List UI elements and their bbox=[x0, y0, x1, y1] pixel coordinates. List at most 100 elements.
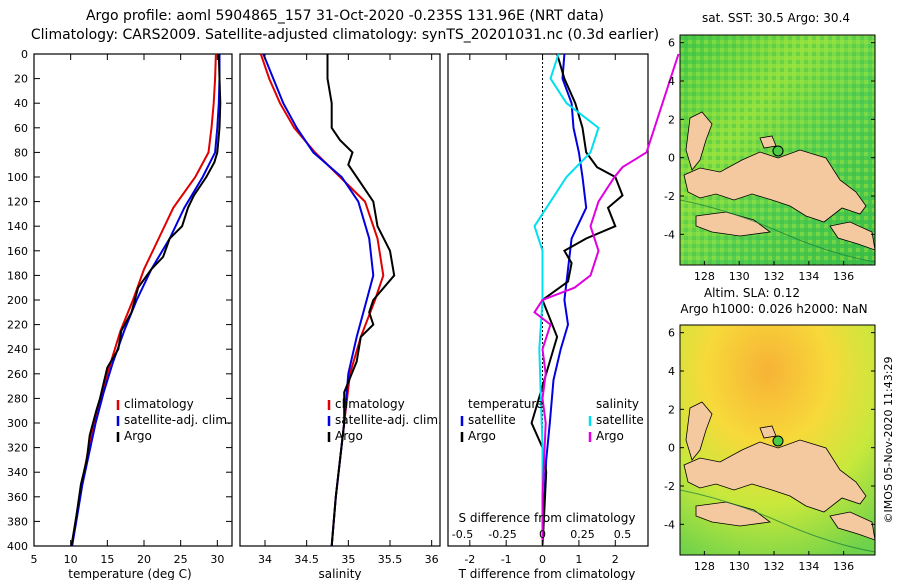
sst-map: sat. SST: 30.5 Argo: 30.4 bbox=[664, 11, 876, 283]
sla-map: Altim. SLA: 0.12 Argo h1000: 0.026 h2000… bbox=[664, 286, 876, 573]
lat-tick-label: 2 bbox=[668, 113, 675, 126]
sla-map-title-line1: Altim. SLA: 0.12 bbox=[704, 286, 800, 300]
x-tick-label: 15 bbox=[100, 553, 114, 566]
depth-tick-label: 340 bbox=[7, 466, 28, 479]
depth-tick-label: 100 bbox=[7, 171, 28, 184]
lat-tick-label: 6 bbox=[668, 327, 675, 340]
lon-tick-label: 134 bbox=[798, 560, 819, 573]
depth-tick-label: 160 bbox=[7, 245, 28, 258]
depth-tick-label: 20 bbox=[14, 73, 28, 86]
depth-tick-label: 200 bbox=[7, 294, 28, 307]
x-tick-label: 1 bbox=[575, 553, 582, 566]
lon-tick-label: 132 bbox=[764, 270, 785, 283]
sst-land bbox=[683, 111, 875, 251]
lon-tick-label: 130 bbox=[729, 560, 750, 573]
s-tick-label: -0.5 bbox=[452, 528, 473, 541]
lat-tick-label: 2 bbox=[668, 403, 675, 416]
t-difference-xlabel: T difference from climatology bbox=[458, 567, 636, 580]
x-tick-label: 30 bbox=[210, 553, 224, 566]
depth-tick-label: 0 bbox=[21, 48, 28, 61]
x-tick-label: 20 bbox=[137, 553, 151, 566]
temperature-xlabel: temperature (deg C) bbox=[68, 567, 191, 580]
depth-tick-label: 320 bbox=[7, 442, 28, 455]
s-tick-label: 0.25 bbox=[570, 528, 595, 541]
x-tick-label: 35.5 bbox=[378, 553, 403, 566]
depth-tick-label: 300 bbox=[7, 417, 28, 430]
sal-legend-satellite-label: satellite-adj. clim. bbox=[335, 413, 442, 427]
legend-t-satellite-label: satellite bbox=[468, 413, 516, 427]
depth-tick-label: 40 bbox=[14, 97, 28, 110]
lon-tick-label: 132 bbox=[764, 560, 785, 573]
salinity-legend: climatology satellite-adj. clim. Argo bbox=[327, 397, 442, 443]
lon-tick-label: 136 bbox=[833, 270, 854, 283]
lat-tick-label: -2 bbox=[664, 480, 675, 493]
s-tick-label: -0.25 bbox=[488, 528, 516, 541]
temperature-legend: climatology satellite-adj. clim. Argo bbox=[116, 397, 231, 443]
x-tick-label: 0 bbox=[539, 553, 546, 566]
lon-tick-label: 128 bbox=[694, 560, 715, 573]
lat-tick-label: 6 bbox=[668, 37, 675, 50]
lon-tick-label: 130 bbox=[729, 270, 750, 283]
s-tick-label: 0.5 bbox=[614, 528, 632, 541]
sst-argo-marker bbox=[772, 145, 784, 157]
imos-watermark: ©IMOS 05-Nov-2020 11:43:29 bbox=[882, 357, 895, 524]
depth-tick-label: 120 bbox=[7, 196, 28, 209]
sla-map-title-line2: Argo h1000: 0.026 h2000: NaN bbox=[680, 302, 867, 316]
difference-legend-salinity: salinity satellite Argo bbox=[588, 397, 644, 443]
lat-tick-label: -4 bbox=[664, 518, 675, 531]
x-tick-label: 35 bbox=[341, 553, 355, 566]
legend-climatology-label: climatology bbox=[124, 397, 194, 411]
series-s-argo bbox=[533, 53, 680, 546]
lat-tick-label: 0 bbox=[668, 442, 675, 455]
sal-legend-argo-label: Argo bbox=[335, 429, 363, 443]
salinity-xlabel: salinity bbox=[318, 567, 361, 580]
depth-tick-label: 260 bbox=[7, 368, 28, 381]
legend-s-satellite-label: satellite bbox=[596, 413, 644, 427]
lon-tick-label: 136 bbox=[833, 560, 854, 573]
legend-s-argo-label: Argo bbox=[596, 429, 624, 443]
x-tick-label: -1 bbox=[501, 553, 512, 566]
depth-tick-label: 60 bbox=[14, 122, 28, 135]
legend-temperature-title: temperature bbox=[468, 397, 543, 411]
series-s-satellite bbox=[533, 53, 600, 546]
depth-tick-label: 360 bbox=[7, 491, 28, 504]
x-tick-label: 34 bbox=[258, 553, 272, 566]
sst-map-title: sat. SST: 30.5 Argo: 30.4 bbox=[702, 11, 850, 25]
difference-legend-temperature: temperature satellite Argo bbox=[460, 397, 543, 443]
figure-title-line2: Climatology: CARS2009. Satellite-adjuste… bbox=[31, 27, 659, 43]
lat-tick-label: -2 bbox=[664, 190, 675, 203]
series-argo bbox=[70, 53, 222, 547]
x-tick-label: 10 bbox=[64, 553, 78, 566]
series-t-argo bbox=[530, 53, 624, 547]
lat-tick-label: 4 bbox=[668, 365, 675, 378]
depth-tick-label: 220 bbox=[7, 319, 28, 332]
x-tick-label: 34.5 bbox=[294, 553, 319, 566]
series-t-satellite bbox=[541, 53, 588, 547]
s-tick-label: 0 bbox=[539, 528, 546, 541]
lat-tick-label: 0 bbox=[668, 152, 675, 165]
depth-tick-label: 400 bbox=[7, 540, 28, 553]
legend-argo-label: Argo bbox=[124, 429, 152, 443]
lon-tick-label: 134 bbox=[798, 270, 819, 283]
temperature-panel: 5 10 15 20 25 30 temperature (deg C) climatol… bbox=[31, 53, 233, 580]
lon-tick-label: 128 bbox=[694, 270, 715, 283]
depth-tick-label: 280 bbox=[7, 392, 28, 405]
x-tick-label: 2 bbox=[612, 553, 619, 566]
x-tick-label: 5 bbox=[31, 553, 38, 566]
series-argo bbox=[326, 54, 396, 547]
sal-legend-climatology-label: climatology bbox=[335, 397, 405, 411]
salinity-panel: 34 34.5 35 35.5 36 salinity climatology sate… bbox=[239, 53, 442, 580]
lat-tick-label: 4 bbox=[668, 75, 675, 88]
x-tick-label: 36 bbox=[425, 553, 439, 566]
depth-tick-label: 180 bbox=[7, 269, 28, 282]
x-tick-label: 25 bbox=[174, 553, 188, 566]
legend-t-argo-label: Argo bbox=[468, 429, 496, 443]
sla-argo-marker bbox=[772, 435, 784, 447]
legend-salinity-title: salinity bbox=[596, 397, 639, 411]
depth-tick-label: 240 bbox=[7, 343, 28, 356]
x-tick-label: -2 bbox=[464, 553, 475, 566]
lat-tick-label: -4 bbox=[664, 228, 675, 241]
sla-land bbox=[683, 401, 875, 541]
s-difference-label: S difference from climatology bbox=[459, 511, 636, 525]
